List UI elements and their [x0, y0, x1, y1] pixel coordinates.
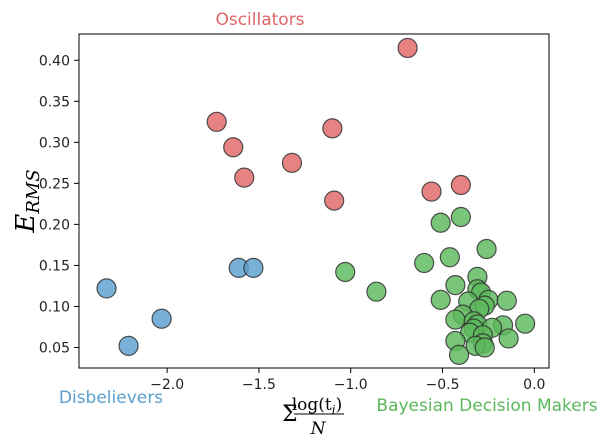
- x-axis: −2.0 −1.5 −1.0 −0.5 0.0: [150, 368, 545, 393]
- label-disbelievers: Disbelievers: [59, 388, 163, 408]
- point-bayesian-decision-makers: [448, 344, 470, 365]
- point-oscillators: [223, 137, 244, 158]
- point-oscillators: [421, 181, 442, 202]
- point-oscillators: [234, 167, 255, 188]
- point-disbelievers: [96, 278, 117, 299]
- y-tick-label: 0.35: [39, 94, 70, 110]
- point-bayesian-decision-makers: [515, 313, 536, 334]
- y-tick-label: 0.20: [39, 217, 70, 233]
- point-bayesian-decision-makers: [335, 261, 356, 283]
- x-tick-label: −1.0: [334, 377, 368, 393]
- point-bayesian-decision-makers: [450, 206, 471, 228]
- y-axis-label: ERMS: [11, 169, 44, 233]
- point-bayesian-decision-makers: [439, 247, 460, 268]
- y-tick-label: 0.05: [39, 340, 70, 356]
- point-disbelievers: [151, 308, 172, 329]
- y-tick-label: 0.40: [39, 53, 70, 69]
- point-bayesian-decision-makers: [476, 238, 497, 260]
- y-tick-label: 0.10: [39, 299, 70, 315]
- point-bayesian-decision-makers: [445, 275, 466, 296]
- y-axis: 0.05 0.10 0.15 0.20 0.25 0.30 0.35 0.40: [39, 53, 79, 356]
- point-oscillators: [397, 37, 418, 59]
- point-bayesian-decision-makers: [498, 328, 519, 349]
- label-oscillators: Oscillators: [215, 10, 304, 30]
- point-oscillators: [206, 111, 227, 132]
- point-oscillators: [322, 118, 343, 139]
- label-bayesian-decision-makers: Bayesian Decision Makers: [376, 396, 597, 416]
- x-axis-label-sigma: Σ: [282, 402, 298, 427]
- point-oscillators: [281, 152, 303, 173]
- point-oscillators: [324, 190, 345, 211]
- x-axis-label-numerator: log(ti): [292, 395, 343, 417]
- y-tick-label: 0.30: [39, 135, 70, 151]
- point-bayesian-decision-makers: [496, 290, 517, 311]
- point-bayesian-decision-makers: [474, 337, 495, 358]
- x-axis-label-denominator: N: [310, 419, 327, 439]
- x-tick-label: −2.0: [150, 377, 184, 393]
- point-bayesian-decision-makers: [366, 281, 387, 302]
- point-bayesian-decision-makers: [445, 309, 466, 330]
- x-tick-label: −1.5: [242, 377, 276, 393]
- point-oscillators: [450, 174, 471, 196]
- y-tick-label: 0.15: [39, 258, 70, 274]
- data-points: [96, 37, 536, 365]
- x-axis-label: Σ log(ti) N: [282, 395, 344, 439]
- point-disbelievers: [243, 257, 264, 278]
- x-tick-label: −0.5: [426, 377, 460, 393]
- plot-frame: [78, 33, 550, 369]
- point-disbelievers: [118, 335, 139, 356]
- point-bayesian-decision-makers: [430, 289, 451, 310]
- point-bayesian-decision-makers: [430, 212, 451, 233]
- y-tick-label: 0.25: [39, 176, 70, 192]
- point-bayesian-decision-makers: [414, 252, 435, 274]
- x-tick-label: 0.0: [523, 377, 545, 393]
